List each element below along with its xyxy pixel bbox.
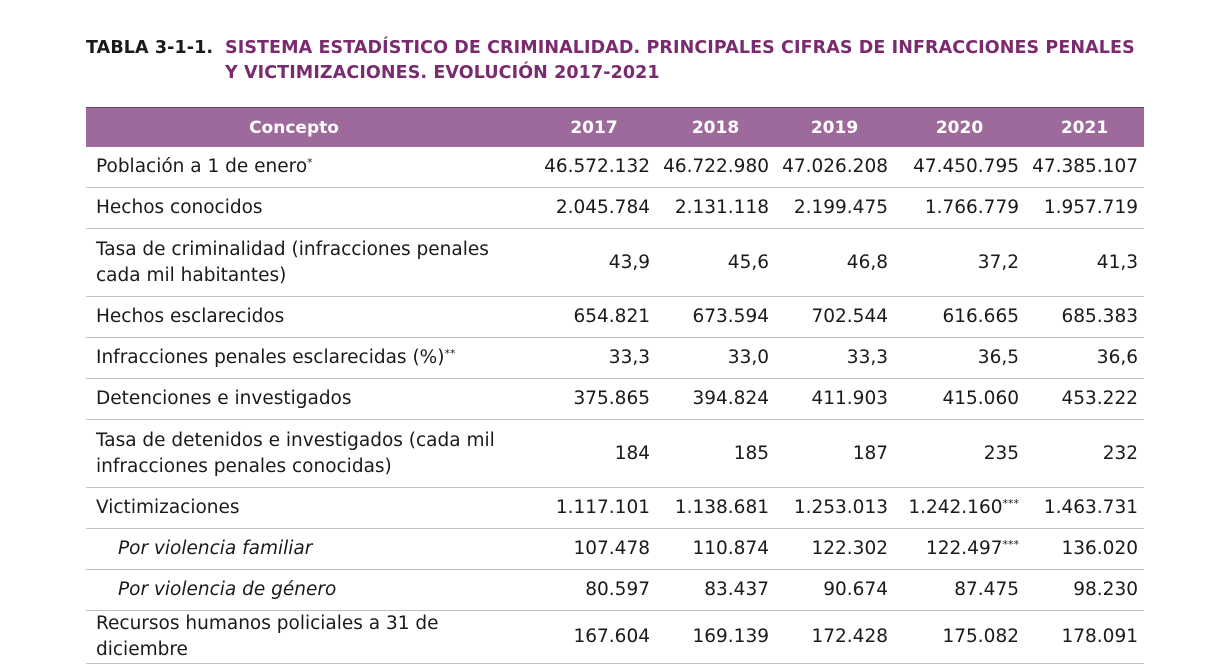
table-cell: 33,3 (775, 337, 894, 379)
row-label: Hechos esclarecidos (86, 296, 532, 338)
row-label: Infracciones penales esclarecidas (%)** (86, 337, 532, 379)
table-cell: 2.199.475 (775, 187, 894, 229)
header-cell: 2019 (775, 107, 894, 147)
table-cell: 1.766.779 (894, 187, 1025, 229)
footnote-mark: * (307, 156, 313, 169)
table-cell: 175.082 (894, 610, 1025, 664)
table-cell: 33,3 (532, 337, 656, 379)
table-cell: 43,9 (532, 228, 656, 297)
table-cell: 47.385.107 (1025, 147, 1144, 188)
table-cell: 90.674 (775, 569, 894, 611)
table-cell: 46.722.980 (656, 147, 775, 188)
header-cell: Concepto (86, 107, 532, 147)
table-cell: 394.824 (656, 378, 775, 420)
table-cell: 167.604 (532, 610, 656, 664)
table-cell: 1.957.719 (1025, 187, 1144, 229)
table-row: Infracciones penales esclarecidas (%)** … (86, 337, 1144, 379)
table-cell: 87.475 (894, 569, 1025, 611)
table-cell: 46.572.132 (532, 147, 656, 188)
header-cell: 2020 (894, 107, 1025, 147)
table-cell: 1.242.160*** (894, 487, 1025, 529)
table-cell: 98.230 (1025, 569, 1144, 611)
row-label: Tasa de criminalidad (infracciones penal… (86, 228, 532, 297)
table-row: Recursos humanos policiales a 31 de dici… (86, 610, 1144, 664)
row-label: Población a 1 de enero* (86, 147, 532, 188)
table-cell: 36,5 (894, 337, 1025, 379)
row-label: Tasa de detenidos e investigados (cada m… (86, 419, 532, 488)
table-cell: 453.222 (1025, 378, 1144, 420)
table-cell: 45,6 (656, 228, 775, 297)
header-row: Concepto 2017 2018 2019 2020 2021 (86, 107, 1144, 147)
table-cell: 178.091 (1025, 610, 1144, 664)
row-label: Por violencia familiar (86, 528, 532, 570)
footnote-mark: ** (444, 347, 456, 360)
table-row: Hechos esclarecidos 654.821 673.594 702.… (86, 296, 1144, 338)
table-cell: 1.117.101 (532, 487, 656, 529)
table-cell: 1.138.681 (656, 487, 775, 529)
table-cell: 2.131.118 (656, 187, 775, 229)
table-cell: 235 (894, 419, 1025, 488)
table-cell: 169.139 (656, 610, 775, 664)
footnote-mark: *** (1002, 538, 1020, 551)
table-cell: 36,6 (1025, 337, 1144, 379)
header-cell: 2018 (656, 107, 775, 147)
table-cell: 33,0 (656, 337, 775, 379)
table-cell: 107.478 (532, 528, 656, 570)
table-row: Tasa de detenidos e investigados (cada m… (86, 419, 1144, 488)
table-cell: 415.060 (894, 378, 1025, 420)
table-cell: 37,2 (894, 228, 1025, 297)
table-row: Detenciones e investigados 375.865 394.8… (86, 378, 1144, 420)
table-cell: 110.874 (656, 528, 775, 570)
row-label: Victimizaciones (86, 487, 532, 529)
table-cell: 41,3 (1025, 228, 1144, 297)
header-cell: 2017 (532, 107, 656, 147)
table-cell: 411.903 (775, 378, 894, 420)
table-row: Población a 1 de enero* 46.572.132 46.72… (86, 147, 1144, 188)
table-cell: 47.450.795 (894, 147, 1025, 188)
table-cell: 136.020 (1025, 528, 1144, 570)
table-cell: 46,8 (775, 228, 894, 297)
row-label: Por violencia de género (86, 569, 532, 611)
table-cell: 685.383 (1025, 296, 1144, 338)
row-label: Recursos humanos policiales a 31 de dici… (86, 610, 532, 664)
table-cell: 673.594 (656, 296, 775, 338)
data-table: Concepto 2017 2018 2019 2020 2021 Poblac… (86, 107, 1144, 664)
footnote-mark: *** (1002, 497, 1020, 510)
table-cell: 702.544 (775, 296, 894, 338)
table-cell: 184 (532, 419, 656, 488)
table-cell: 232 (1025, 419, 1144, 488)
table-cell: 616.665 (894, 296, 1025, 338)
table-cell: 1.253.013 (775, 487, 894, 529)
table-cell: 654.821 (532, 296, 656, 338)
table-cell: 47.026.208 (775, 147, 894, 188)
table-row: Victimizaciones 1.117.101 1.138.681 1.25… (86, 487, 1144, 529)
row-label: Hechos conocidos (86, 187, 532, 229)
table-row: Por violencia de género 80.597 83.437 90… (86, 569, 1144, 611)
table-cell: 187 (775, 419, 894, 488)
table-cell: 185 (656, 419, 775, 488)
table-row: Tasa de criminalidad (infracciones penal… (86, 228, 1144, 297)
table-number: TABLA 3-1-1. (86, 38, 214, 58)
table-cell: 80.597 (532, 569, 656, 611)
table-cell: 122.302 (775, 528, 894, 570)
table-cell: 83.437 (656, 569, 775, 611)
row-label: Detenciones e investigados (86, 378, 532, 420)
table-cell: 1.463.731 (1025, 487, 1144, 529)
table-row: Hechos conocidos 2.045.784 2.131.118 2.1… (86, 187, 1144, 229)
header-cell: 2021 (1025, 107, 1144, 147)
table-cell: 375.865 (532, 378, 656, 420)
table-cell: 172.428 (775, 610, 894, 664)
table-row: Por violencia familiar 107.478 110.874 1… (86, 528, 1144, 570)
table-cell: 2.045.784 (532, 187, 656, 229)
table-title-text: SISTEMA ESTADÍSTICO DE CRIMINALIDAD. PRI… (225, 38, 1135, 83)
table-cell: 122.497*** (894, 528, 1025, 570)
